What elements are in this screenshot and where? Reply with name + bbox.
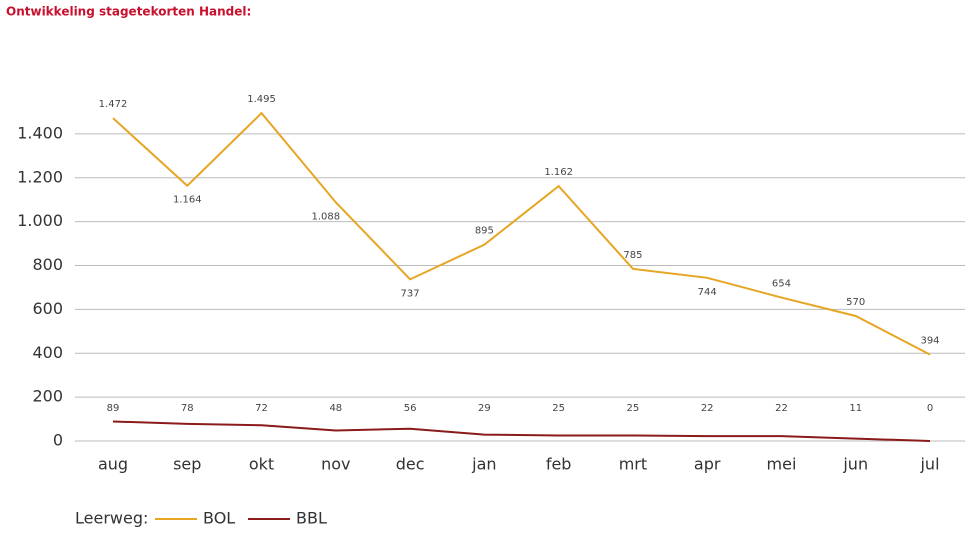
x-tick-label: jun bbox=[842, 455, 868, 474]
data-label: 744 bbox=[698, 287, 717, 298]
x-tick-label: sep bbox=[173, 455, 201, 474]
data-label: 22 bbox=[701, 403, 714, 414]
data-label: 0 bbox=[927, 403, 933, 414]
data-label: 78 bbox=[181, 403, 194, 414]
y-tick-label: 0 bbox=[53, 431, 63, 450]
x-tick-label: nov bbox=[321, 455, 350, 474]
y-tick-label: 800 bbox=[32, 255, 63, 274]
y-tick-label: 1.400 bbox=[17, 123, 63, 142]
x-tick-label: dec bbox=[396, 455, 425, 474]
data-label: 25 bbox=[627, 403, 640, 414]
series-line bbox=[112, 420, 931, 442]
data-label: 1.164 bbox=[173, 195, 202, 206]
x-tick-label: apr bbox=[694, 455, 721, 474]
chart-title: Ontwikkeling stagetekorten Handel: bbox=[6, 5, 251, 19]
data-label: 737 bbox=[401, 288, 420, 299]
data-label: 72 bbox=[255, 403, 268, 414]
x-tick-label: jan bbox=[471, 455, 496, 474]
y-tick-label: 200 bbox=[32, 387, 63, 406]
data-label: 1.472 bbox=[99, 99, 128, 110]
data-label: 25 bbox=[552, 403, 565, 414]
y-tick-label: 600 bbox=[32, 299, 63, 318]
x-tick-label: feb bbox=[546, 455, 572, 474]
y-tick-label: 1.200 bbox=[17, 167, 63, 186]
data-label: 89 bbox=[107, 403, 120, 414]
legend-title: Leerweg: bbox=[75, 509, 148, 528]
data-label: 895 bbox=[475, 226, 494, 237]
data-label: 785 bbox=[623, 250, 642, 261]
data-label: 11 bbox=[849, 403, 862, 414]
y-tick-label: 1.000 bbox=[17, 211, 63, 230]
y-tick-label: 400 bbox=[32, 343, 63, 362]
legend-label: BOL bbox=[203, 509, 235, 528]
legend-label: BBL bbox=[296, 509, 327, 528]
x-tick-label: aug bbox=[98, 455, 128, 474]
data-label: 394 bbox=[920, 336, 939, 347]
data-label: 1.495 bbox=[247, 94, 276, 105]
data-label: 48 bbox=[329, 403, 342, 414]
data-label: 570 bbox=[846, 297, 865, 308]
series-line bbox=[112, 111, 931, 356]
x-tick-label: mei bbox=[767, 455, 797, 474]
data-label: 1.162 bbox=[544, 167, 573, 178]
data-label: 29 bbox=[478, 403, 491, 414]
x-tick-label: jul bbox=[919, 455, 939, 474]
x-tick-label: mrt bbox=[619, 455, 647, 474]
data-label: 1.088 bbox=[311, 211, 340, 222]
data-label: 56 bbox=[404, 403, 417, 414]
data-label: 22 bbox=[775, 403, 788, 414]
data-label: 654 bbox=[772, 279, 791, 290]
x-tick-label: okt bbox=[249, 455, 274, 474]
